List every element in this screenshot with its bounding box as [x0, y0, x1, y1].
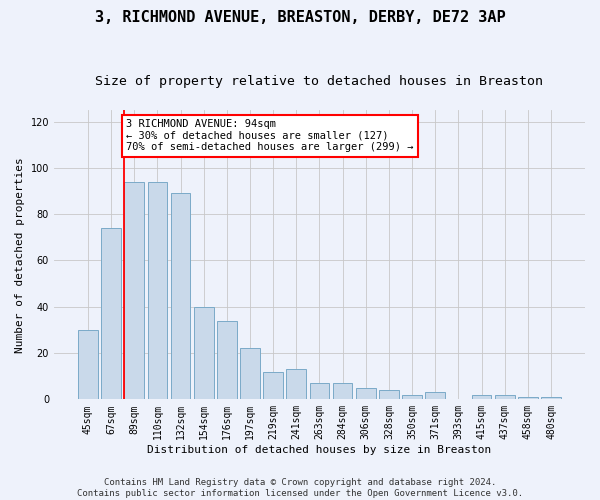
Text: Contains HM Land Registry data © Crown copyright and database right 2024.
Contai: Contains HM Land Registry data © Crown c…	[77, 478, 523, 498]
Bar	[472, 394, 491, 400]
Bar	[356, 388, 376, 400]
X-axis label: Distribution of detached houses by size in Breaston: Distribution of detached houses by size …	[148, 445, 491, 455]
Bar	[101, 228, 121, 400]
Bar	[495, 394, 515, 400]
Text: 3 RICHMOND AVENUE: 94sqm
← 30% of detached houses are smaller (127)
70% of semi-: 3 RICHMOND AVENUE: 94sqm ← 30% of detach…	[126, 120, 413, 152]
Bar	[124, 182, 144, 400]
Bar	[217, 320, 236, 400]
Bar	[379, 390, 399, 400]
Bar	[286, 369, 306, 400]
Bar	[170, 194, 190, 400]
Bar	[240, 348, 260, 400]
Bar	[402, 394, 422, 400]
Bar	[148, 182, 167, 400]
Bar	[333, 383, 352, 400]
Title: Size of property relative to detached houses in Breaston: Size of property relative to detached ho…	[95, 75, 544, 88]
Bar	[263, 372, 283, 400]
Text: 3, RICHMOND AVENUE, BREASTON, DERBY, DE72 3AP: 3, RICHMOND AVENUE, BREASTON, DERBY, DE7…	[95, 10, 505, 25]
Bar	[541, 397, 561, 400]
Bar	[425, 392, 445, 400]
Bar	[194, 306, 214, 400]
Y-axis label: Number of detached properties: Number of detached properties	[15, 157, 25, 352]
Bar	[310, 383, 329, 400]
Bar	[78, 330, 98, 400]
Bar	[518, 397, 538, 400]
